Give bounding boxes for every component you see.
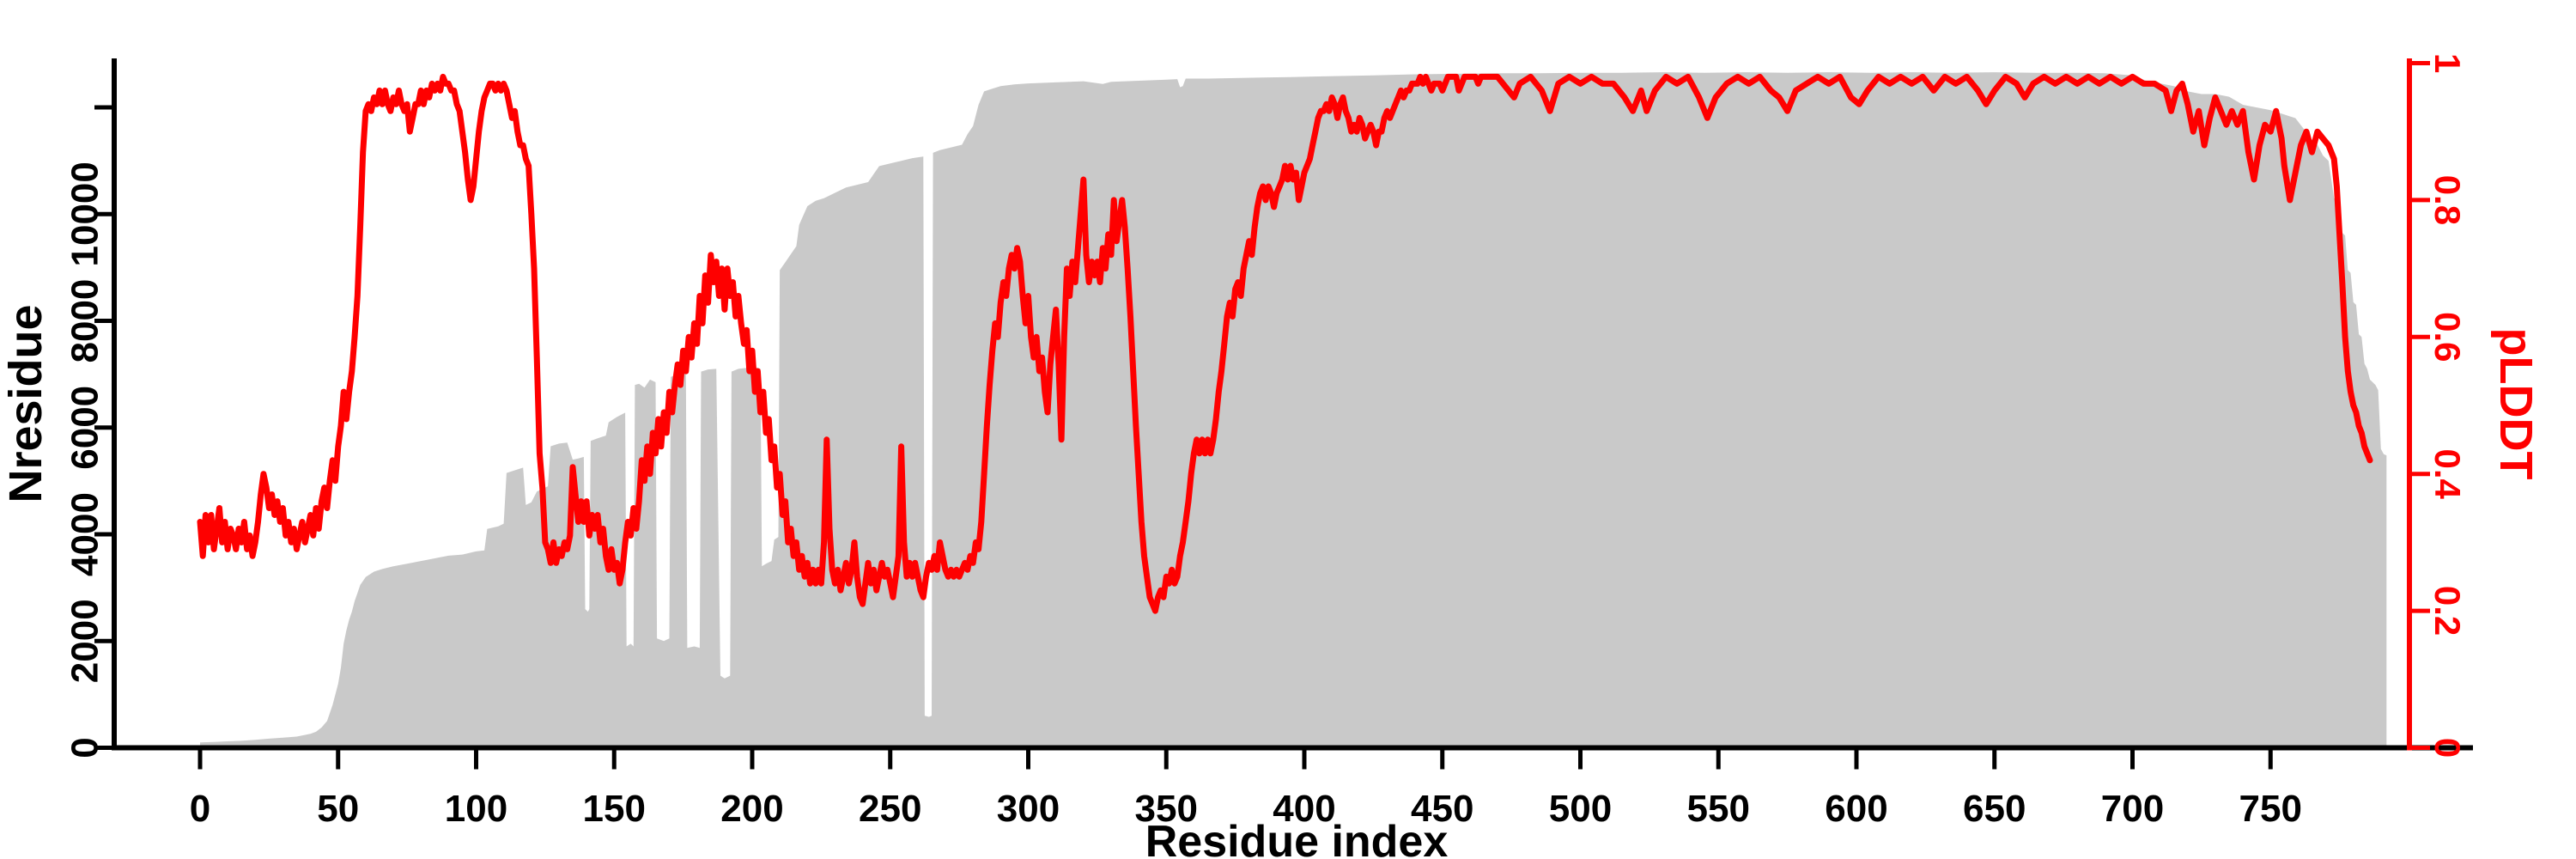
ticks-layer: 0 50 100 150 200 250 300 350 400 450 500 550 600 650 7… — [64, 53, 2468, 830]
right-tick-label: 0.2 — [2427, 586, 2468, 636]
x-tick-label: 450 — [1411, 788, 1473, 830]
x-tick-label: 200 — [720, 788, 783, 830]
left-tick-label: 4000 — [64, 492, 106, 576]
axes-layer — [112, 58, 2473, 751]
x-tick-label: 100 — [445, 788, 507, 830]
x-tick-label: 750 — [2239, 788, 2302, 830]
left-tick-label: 8000 — [64, 279, 106, 363]
left-tick-label: 6000 — [64, 386, 106, 470]
x-tick-label: 400 — [1273, 788, 1335, 830]
x-tick-label: 250 — [859, 788, 921, 830]
left-tick-label: 2000 — [64, 599, 106, 683]
left-axis-title: Nresidue — [0, 304, 52, 503]
nresidue-area — [200, 72, 2387, 748]
right-tick-label: 0.6 — [2427, 312, 2468, 362]
x-tick-label: 350 — [1135, 788, 1198, 830]
x-axis-title: Residue index — [1145, 817, 1449, 859]
right-tick-label: 0.4 — [2427, 449, 2468, 500]
x-tick-label: 500 — [1549, 788, 1612, 830]
plddt-line-layer — [197, 73, 2373, 614]
x-tick-label: 650 — [1963, 788, 2026, 830]
left-tick-label: 0 — [64, 737, 106, 758]
right-tick-label: 0.8 — [2427, 175, 2468, 225]
x-tick-label: 300 — [997, 788, 1060, 830]
right-tick-label: 0 — [2427, 738, 2468, 758]
right-axis-title: pLDDT — [2490, 328, 2542, 480]
left-tick-label: 10000 — [64, 161, 106, 266]
right-tick-label: 1 — [2427, 53, 2468, 73]
nresidue-area-layer — [200, 72, 2387, 748]
x-tick-label: 550 — [1687, 788, 1750, 830]
x-tick-label: 0 — [190, 788, 210, 830]
x-tick-label: 600 — [1825, 788, 1887, 830]
x-tick-label: 50 — [317, 788, 359, 830]
plddt-line — [197, 73, 2373, 614]
x-tick-label: 700 — [2101, 788, 2164, 830]
x-tick-label: 150 — [583, 788, 646, 830]
